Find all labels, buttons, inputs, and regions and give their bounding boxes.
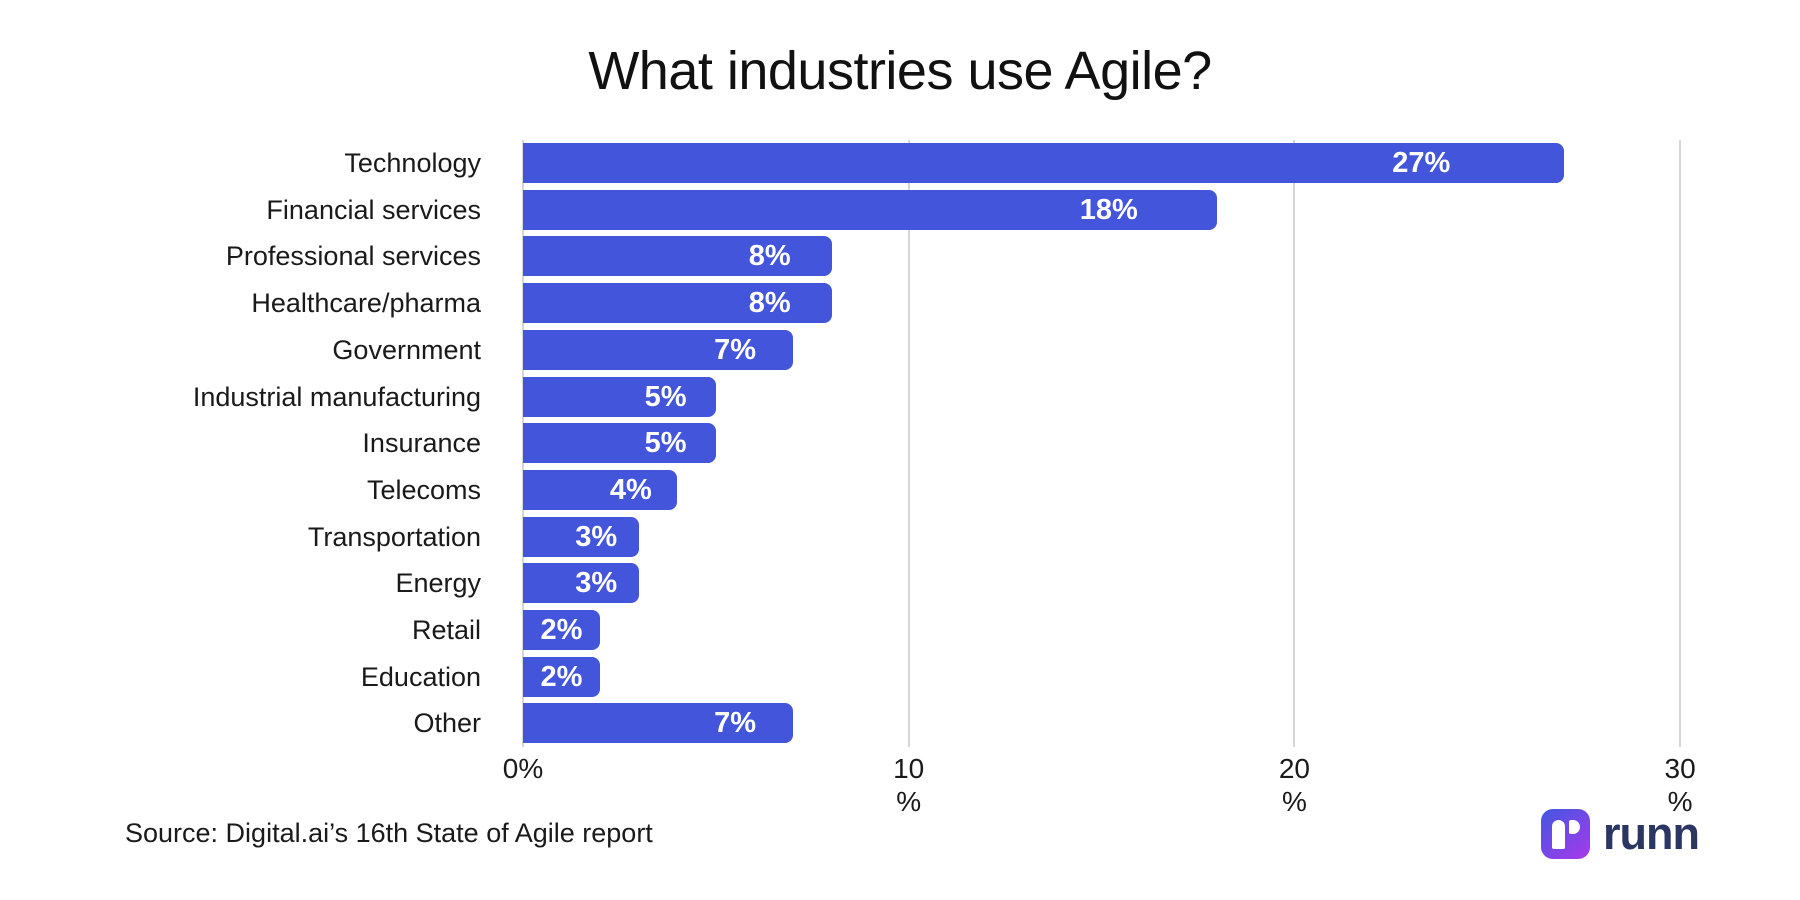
bar-row: Industrial manufacturing 5% (0, 376, 1800, 417)
bar-row: Healthcare/pharma 8% (0, 283, 1800, 324)
category-label: Professional services (225, 241, 481, 272)
bar-row: Energy 3% (0, 563, 1800, 604)
category-label: Government (332, 334, 481, 365)
bar-value-label: 27% (1392, 147, 1451, 179)
bar-row: Education 2% (0, 656, 1800, 697)
bar-value-label: 3% (575, 520, 618, 553)
bar: 18% (523, 189, 1218, 230)
bar: 4% (523, 469, 678, 510)
bar-row: Transportation 3% (0, 516, 1800, 557)
x-tick-percent-suffix: % (1281, 786, 1307, 817)
bar: 2% (523, 656, 601, 697)
runn-wordmark: runn (1603, 808, 1700, 859)
bar-row: Telecoms 4% (0, 469, 1800, 510)
bar: 5% (523, 376, 716, 417)
category-label: Insurance (362, 428, 481, 459)
gridline-30pct (1679, 140, 1682, 747)
category-label: Education (360, 661, 481, 692)
bar: 7% (523, 329, 793, 370)
x-axis-tick-label: 10% (839, 752, 979, 818)
gridline-20pct (1293, 140, 1296, 747)
runn-logo: runn (1541, 808, 1700, 859)
category-label: Transportation (307, 521, 481, 552)
x-axis-tick-label: 20% (1224, 752, 1364, 818)
bar: 7% (523, 703, 793, 744)
category-label: Financial services (266, 194, 481, 225)
bar-value-label: 2% (540, 660, 583, 693)
source-note: Source: Digital.ai’s 16th State of Agile… (125, 818, 653, 848)
bar-row: Government 7% (0, 329, 1800, 370)
bar: 3% (523, 516, 639, 557)
bar-value-label: 8% (748, 240, 791, 273)
bar-value-label: 4% (609, 473, 652, 506)
bar-value-label: 8% (748, 287, 791, 320)
bar: 5% (523, 423, 716, 464)
gridline-10pct (907, 140, 910, 747)
runn-logo-icon (1541, 809, 1590, 859)
bar: 27% (523, 143, 1565, 183)
runn-logo-r-stem (1552, 820, 1565, 849)
x-axis-tick-label: 30% (1610, 752, 1750, 818)
bar-value-label: 7% (714, 707, 756, 740)
x-tick-value: 0% (502, 753, 544, 784)
bar-value-label: 2% (540, 614, 583, 646)
bar-row: Insurance 5% (0, 423, 1800, 464)
bar-row: Technology 27% (0, 143, 1800, 183)
category-label: Technology (344, 148, 481, 178)
bar-value-label: 18% (1079, 193, 1138, 226)
chart-title: What industries use Agile? (588, 41, 1212, 101)
bar-row: Financial services 18% (0, 189, 1800, 230)
x-axis-tick-label: 0% (453, 752, 593, 785)
category-label: Retail (411, 615, 481, 645)
bar: 3% (523, 563, 639, 604)
bar-value-label: 5% (644, 427, 687, 460)
x-tick-value: 30 (1664, 753, 1696, 784)
category-label: Other (413, 708, 481, 739)
bar: 8% (523, 236, 832, 277)
bar: 2% (523, 610, 601, 650)
runn-logo-r-arm (1569, 820, 1580, 834)
category-label: Industrial manufacturing (192, 381, 481, 412)
x-tick-percent-suffix: % (896, 786, 922, 817)
bar-value-label: 3% (575, 567, 618, 600)
category-label: Telecoms (366, 474, 481, 505)
bar-value-label: 5% (644, 380, 687, 413)
category-label: Energy (395, 568, 481, 599)
bar-value-label: 7% (714, 333, 756, 366)
bar-row: Retail 2% (0, 610, 1800, 650)
x-tick-value: 10 (893, 753, 925, 784)
x-tick-percent-suffix: % (1667, 786, 1693, 817)
bar: 8% (523, 283, 832, 324)
x-tick-value: 20 (1278, 753, 1310, 784)
category-label: Healthcare/pharma (251, 288, 481, 319)
bar-row: Professional services 8% (0, 236, 1800, 277)
bar-row: Other 7% (0, 703, 1800, 744)
